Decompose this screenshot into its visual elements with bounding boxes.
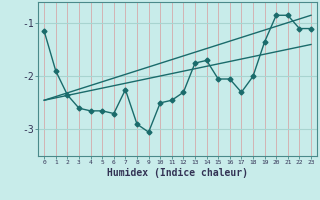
X-axis label: Humidex (Indice chaleur): Humidex (Indice chaleur): [107, 168, 248, 178]
